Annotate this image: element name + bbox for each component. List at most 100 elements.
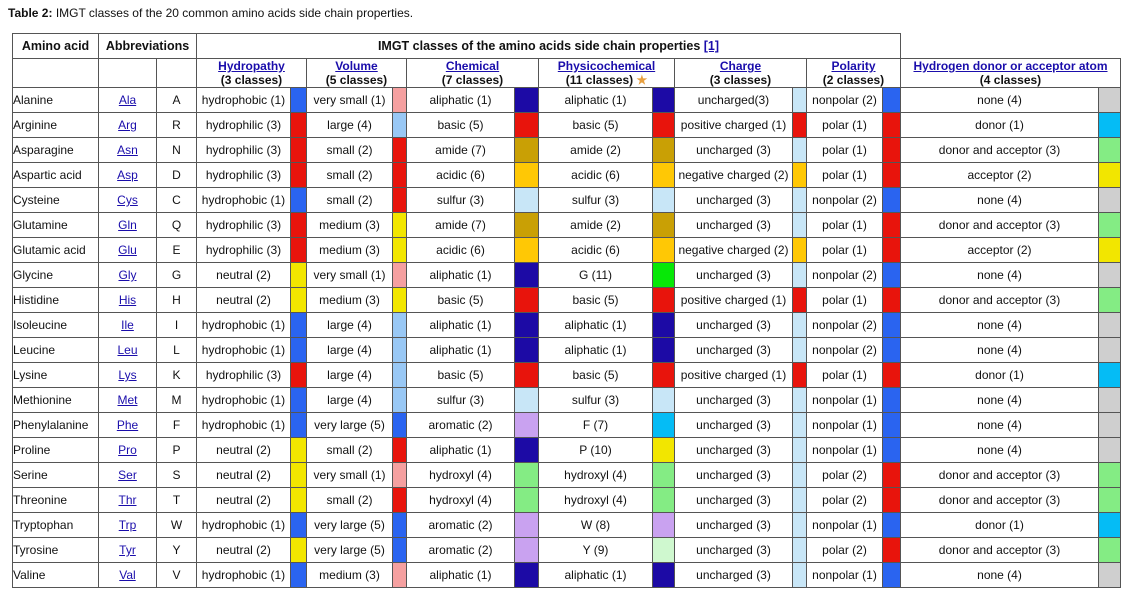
- volume-color-swatch: [392, 312, 407, 338]
- abbreviation-link[interactable]: Ile: [121, 318, 134, 332]
- abbreviation-link[interactable]: Met: [117, 393, 138, 407]
- hbond-color-swatch: [1098, 287, 1121, 313]
- volume-value: large (4): [306, 312, 393, 338]
- abbreviation-link[interactable]: Arg: [118, 118, 137, 132]
- chemical-value: basic (5): [406, 362, 515, 388]
- abbreviation-link[interactable]: Tyr: [119, 543, 136, 557]
- hbond-color-swatch: [1098, 187, 1121, 213]
- header-volume-link[interactable]: Volume: [335, 59, 378, 74]
- hbond-color-swatch: [1098, 437, 1121, 463]
- header-hydropathy-link[interactable]: Hydropathy: [218, 59, 285, 74]
- abbreviation-link[interactable]: Leu: [117, 343, 138, 357]
- charge-value: uncharged (3): [674, 562, 793, 588]
- header-physicochemical-link[interactable]: Physicochemical: [557, 59, 656, 74]
- charge-value: uncharged (3): [674, 437, 793, 463]
- hydropathy-value: neutral (2): [196, 262, 291, 288]
- physico-color-swatch: [652, 237, 675, 263]
- hydropathy-value: neutral (2): [196, 287, 291, 313]
- hbond-value: donor (1): [900, 362, 1099, 388]
- one-letter-code: V: [156, 562, 197, 588]
- polarity-color-swatch: [882, 537, 901, 563]
- physico-value: Y (9): [538, 537, 653, 563]
- polarity-value: polar (1): [806, 287, 883, 313]
- chemical-value: hydroxyl (4): [406, 487, 515, 513]
- chemical-color-swatch: [514, 237, 539, 263]
- chemical-color-swatch: [514, 437, 539, 463]
- abbreviation-link[interactable]: Asn: [117, 143, 138, 157]
- hydropathy-color-swatch: [290, 487, 307, 513]
- one-letter-code: F: [156, 412, 197, 438]
- hbond-value: none (4): [900, 387, 1099, 413]
- header-charge-link[interactable]: Charge: [719, 59, 762, 74]
- hydropathy-value: neutral (2): [196, 487, 291, 513]
- hbond-value: donor and acceptor (3): [900, 487, 1099, 513]
- amino-acid-name: Glutamine: [12, 212, 99, 238]
- header-hbond-link[interactable]: Hydrogen donor or acceptor atom: [913, 59, 1108, 74]
- header-chemical-link[interactable]: Chemical: [445, 59, 500, 74]
- amino-acid-name: Valine: [12, 562, 99, 588]
- volume-color-swatch: [392, 262, 407, 288]
- abbreviation-cell: Lys: [98, 362, 157, 388]
- hbond-color-swatch: [1098, 387, 1121, 413]
- one-letter-code: K: [156, 362, 197, 388]
- abbreviation-link[interactable]: Gln: [118, 218, 137, 232]
- chemical-value: aromatic (2): [406, 412, 515, 438]
- abbreviation-link[interactable]: Val: [119, 568, 136, 582]
- physico-value: sulfur (3): [538, 387, 653, 413]
- hydropathy-value: neutral (2): [196, 462, 291, 488]
- hydropathy-color-swatch: [290, 387, 307, 413]
- physico-value: P (10): [538, 437, 653, 463]
- header-group-ref-link[interactable]: [1]: [703, 39, 720, 53]
- abbreviation-cell: Gly: [98, 262, 157, 288]
- volume-value: medium (3): [306, 287, 393, 313]
- charge-value: uncharged (3): [674, 312, 793, 338]
- hbond-color-swatch: [1098, 412, 1121, 438]
- abbreviation-cell: Tyr: [98, 537, 157, 563]
- amino-acid-name: Aspartic acid: [12, 162, 99, 188]
- abbreviation-link[interactable]: Trp: [118, 518, 137, 532]
- hbond-value: donor (1): [900, 512, 1099, 538]
- hydropathy-value: hydrophilic (3): [196, 362, 291, 388]
- polarity-value: polar (1): [806, 162, 883, 188]
- header-abbreviations: Abbreviations: [98, 33, 197, 59]
- abbreviation-link[interactable]: Lys: [118, 368, 137, 382]
- chemical-color-swatch: [514, 312, 539, 338]
- volume-value: medium (3): [306, 212, 393, 238]
- physico-color-swatch: [652, 537, 675, 563]
- abbreviation-link[interactable]: Thr: [118, 493, 137, 507]
- chemical-value: acidic (6): [406, 162, 515, 188]
- abbreviation-link[interactable]: Phe: [116, 418, 139, 432]
- abbreviation-link[interactable]: Pro: [118, 443, 137, 457]
- abbreviation-link[interactable]: Ser: [118, 468, 137, 482]
- volume-color-swatch: [392, 562, 407, 588]
- abbreviation-cell: Asp: [98, 162, 157, 188]
- physico-color-swatch: [652, 87, 675, 113]
- hydropathy-color-swatch: [290, 537, 307, 563]
- one-letter-code: G: [156, 262, 197, 288]
- chemical-value: hydroxyl (4): [406, 462, 515, 488]
- volume-color-swatch: [392, 437, 407, 463]
- amino-acid-name: Histidine: [12, 287, 99, 313]
- hbond-value: donor and acceptor (3): [900, 287, 1099, 313]
- abbreviation-link[interactable]: Glu: [118, 243, 137, 257]
- table-caption: Table 2: IMGT classes of the 20 common a…: [8, 6, 413, 20]
- polarity-color-swatch: [882, 137, 901, 163]
- volume-value: very small (1): [306, 262, 393, 288]
- abbreviation-link[interactable]: Asp: [117, 168, 138, 182]
- amino-acid-name: Phenylalanine: [12, 412, 99, 438]
- abbreviation-cell: Thr: [98, 487, 157, 513]
- hydropathy-color-swatch: [290, 162, 307, 188]
- abbreviation-link[interactable]: Gly: [118, 268, 137, 282]
- header-polarity-link[interactable]: Polarity: [831, 59, 876, 74]
- charge-value: uncharged (3): [674, 262, 793, 288]
- one-letter-code: E: [156, 237, 197, 263]
- abbreviation-link[interactable]: His: [118, 293, 137, 307]
- abbreviation-cell: Ile: [98, 312, 157, 338]
- abbreviation-link[interactable]: Ala: [118, 93, 137, 107]
- abbreviation-cell: Cys: [98, 187, 157, 213]
- abbreviation-link[interactable]: Cys: [117, 193, 138, 207]
